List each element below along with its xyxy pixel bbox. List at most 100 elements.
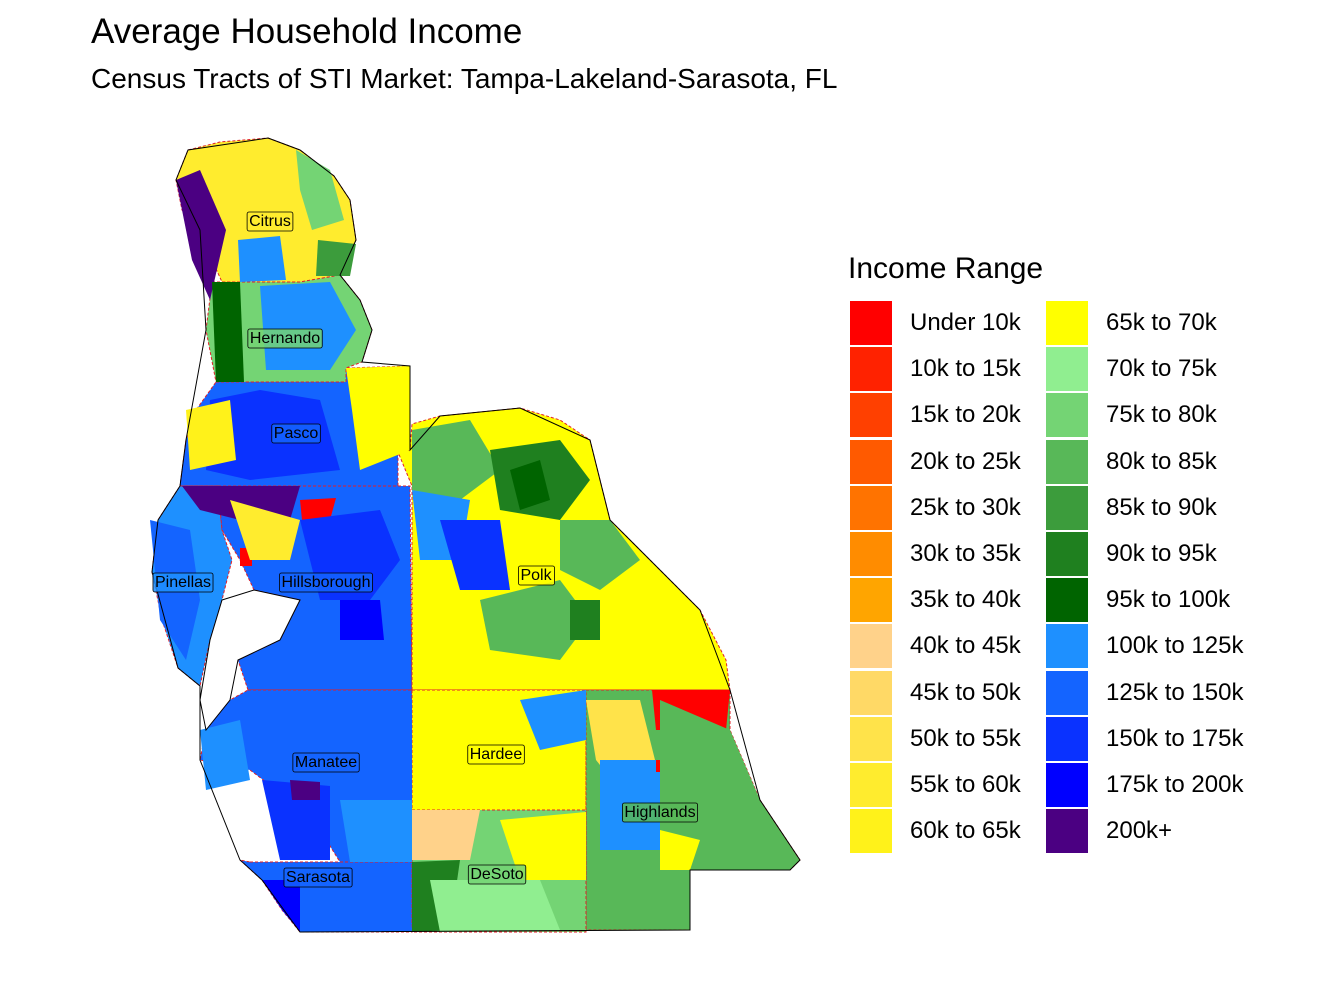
tract-patch (346, 366, 410, 470)
legend-item: 75k to 80k (1046, 392, 1243, 438)
tract-patch (186, 400, 236, 470)
legend-label: 175k to 200k (1106, 770, 1244, 798)
county-label-box (247, 328, 323, 349)
legend-item: 20k to 25k (850, 439, 1021, 485)
county-label-text: Pasco (274, 425, 319, 442)
legend-swatch (850, 578, 892, 623)
county-label-box (271, 423, 321, 444)
legend-swatch (850, 670, 892, 715)
legend-item: 10k to 15k (850, 346, 1021, 392)
county-label-citrus: Citrus (246, 211, 294, 232)
county-label-box (467, 864, 527, 885)
legend-label: 35k to 40k (910, 586, 1021, 614)
tampa-bay-water (199, 589, 301, 732)
legend-item: 15k to 20k (850, 392, 1021, 438)
legend-label: 30k to 35k (910, 540, 1021, 568)
choropleth-map: Citrus Hernando Pasco Pinellas Hillsborough P… (150, 137, 801, 933)
legend-item: 65k to 70k (1046, 300, 1243, 346)
tract-patch (440, 520, 510, 590)
tract-patch (330, 896, 412, 932)
legend-item: 30k to 35k (850, 531, 1021, 577)
legend-swatch (850, 347, 892, 392)
legend-label: 100k to 125k (1106, 632, 1244, 660)
county-label-text: Hernando (250, 330, 320, 347)
tract-patch (430, 880, 560, 932)
legend-swatch (850, 439, 892, 484)
county-label-box (246, 211, 294, 232)
legend-label: 55k to 60k (910, 770, 1021, 798)
legend-item: 100k to 125k (1046, 623, 1243, 669)
legend-label: 200k+ (1106, 817, 1173, 845)
legend-swatch (1046, 347, 1088, 392)
legend-label: 95k to 100k (1106, 586, 1231, 614)
tract-patch (316, 240, 356, 276)
county-label-box (279, 572, 373, 593)
market-outline (151, 137, 801, 933)
legend-label: 40k to 45k (910, 632, 1021, 660)
tract-patch (510, 460, 550, 510)
tract-patch (230, 500, 300, 560)
legend-label: 70k to 75k (1106, 355, 1217, 383)
county-label-box (467, 744, 525, 765)
county-label-hillsborough: Hillsborough (279, 572, 373, 593)
county-label-box (152, 572, 214, 593)
county-label-box (283, 867, 353, 888)
legend-item: 50k to 55k (850, 716, 1021, 762)
map-subtitle: Census Tracts of STI Market: Tampa-Lakel… (91, 63, 838, 94)
legend-item: 40k to 45k (850, 623, 1021, 669)
legend-label: 50k to 55k (910, 724, 1021, 752)
legend-label: 75k to 80k (1106, 401, 1217, 429)
county-label-text: Hillsborough (282, 574, 371, 591)
legend-item: 95k to 100k (1046, 577, 1243, 623)
legend-item: 200k+ (1046, 808, 1243, 854)
legend-item: 175k to 200k (1046, 762, 1243, 808)
tract-patch (330, 700, 412, 800)
legend-item: 25k to 30k (850, 485, 1021, 531)
county-label-text: Sarasota (286, 869, 350, 886)
county-labels: Citrus Hernando Pasco Pinellas Hillsborough P… (152, 211, 698, 888)
county-label-text: Manatee (295, 754, 357, 771)
county-label-pasco: Pasco (271, 423, 321, 444)
legend-swatch (1046, 393, 1088, 438)
legend-label: 65k to 70k (1106, 309, 1217, 337)
county-label-sarasota: Sarasota (283, 867, 353, 888)
county-label-text: Citrus (249, 213, 291, 230)
legend-swatch (850, 762, 892, 807)
county-label-manatee: Manatee (292, 752, 360, 773)
legend-item: 45k to 50k (850, 670, 1021, 716)
legend-item: 90k to 95k (1046, 531, 1243, 577)
tract-patch (296, 150, 344, 230)
legend-column-2: 65k to 70k 70k to 75k 75k to 80k 80k to 85k… (1046, 300, 1243, 854)
tract-patches (150, 137, 801, 933)
legend-swatch (1046, 301, 1088, 346)
map-title: Average Household Income (91, 12, 523, 51)
county-label-pinellas: Pinellas (152, 572, 214, 593)
tract-patch (212, 282, 244, 382)
county-label-hernando: Hernando (247, 328, 323, 349)
legend-label: 10k to 15k (910, 355, 1021, 383)
tract-patch (238, 236, 286, 282)
county-label-text: DeSoto (470, 866, 523, 883)
legend-swatch (1046, 439, 1088, 484)
tract-patch (182, 486, 300, 520)
legend-label: 80k to 85k (1106, 447, 1217, 475)
legend-swatch (1046, 670, 1088, 715)
county-label-box (292, 752, 360, 773)
legend-item: 150k to 175k (1046, 716, 1243, 762)
legend-label: 90k to 95k (1106, 540, 1217, 568)
legend-swatch (1046, 809, 1088, 854)
legend-item: 70k to 75k (1046, 346, 1243, 392)
legend-swatch (850, 624, 892, 669)
legend-label: Under 10k (910, 309, 1021, 337)
county-label-text: Pinellas (155, 574, 211, 591)
tract-patch (660, 830, 700, 870)
legend-item: Under 10k (850, 300, 1021, 346)
legend-swatch (1046, 532, 1088, 577)
county-label-polk: Polk (518, 565, 555, 586)
legend-item: 125k to 150k (1046, 670, 1243, 716)
legend-item: 60k to 65k (850, 808, 1021, 854)
legend-item: 35k to 40k (850, 577, 1021, 623)
county-label-text: Polk (520, 567, 552, 584)
legend-label: 15k to 20k (910, 401, 1021, 429)
tract-patch (480, 580, 590, 660)
